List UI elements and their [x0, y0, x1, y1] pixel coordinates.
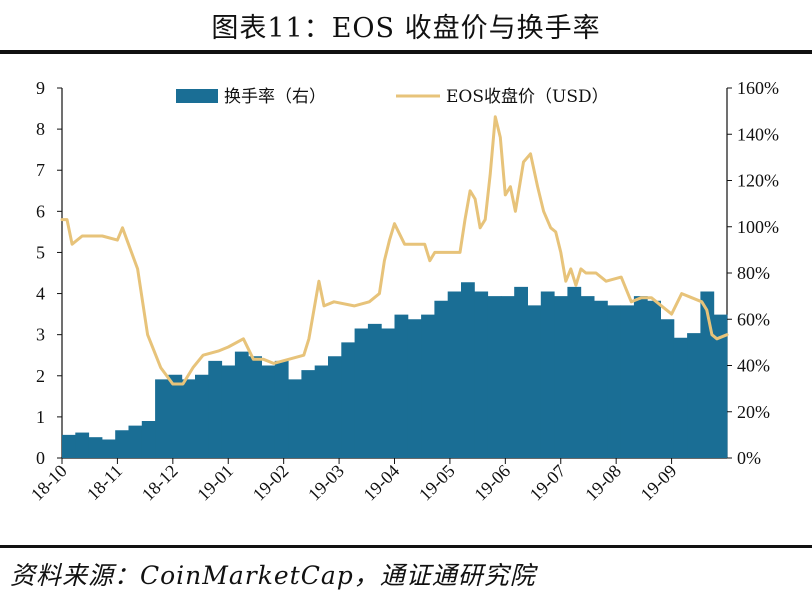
turnover-bar	[88, 437, 103, 458]
turnover-bar	[514, 286, 528, 458]
turnover-bar	[168, 374, 183, 458]
right-tick-label: 120%	[737, 171, 779, 191]
right-tick-label: 0%	[737, 448, 761, 468]
right-tick-label: 20%	[737, 402, 770, 422]
turnover-bar	[620, 305, 635, 458]
source-rule	[0, 545, 812, 548]
x-tick-label: 19-03	[304, 461, 348, 505]
x-tick-label: 18-10	[27, 461, 71, 505]
turnover-bar	[660, 319, 675, 458]
left-tick-label: 4	[36, 284, 45, 304]
right-tick-label: 140%	[737, 124, 779, 144]
left-tick-label: 5	[36, 242, 45, 262]
source-note: 资料来源：CoinMarketCap，通证通研究院	[10, 561, 536, 590]
legend-line-label: EOS收盘价（USD）	[446, 87, 609, 107]
turnover-bar	[341, 342, 356, 458]
right-tick-label: 60%	[737, 309, 770, 329]
turnover-bar	[407, 319, 422, 458]
x-tick-label: 19-04	[359, 461, 403, 505]
turnover-bar	[580, 296, 595, 458]
turnover-bar	[101, 439, 116, 458]
x-tick-label: 18-11	[83, 461, 126, 504]
turnover-bar	[75, 432, 90, 458]
turnover-bar	[713, 314, 728, 458]
turnover-bar	[673, 337, 688, 458]
x-tick-label: 19-07	[526, 461, 570, 505]
turnover-bar	[434, 300, 449, 458]
turnover-bars	[62, 282, 728, 458]
chart-title: 图表11：EOS 收盘价与换手率	[211, 13, 601, 44]
turnover-bar	[461, 282, 475, 458]
turnover-bar	[554, 296, 568, 458]
turnover-bar	[687, 333, 701, 458]
left-tick-label: 0	[36, 448, 45, 468]
turnover-bar	[527, 305, 542, 458]
turnover-bar	[487, 296, 502, 458]
title-rule	[0, 50, 812, 54]
turnover-bar	[221, 365, 236, 458]
left-axis-ticks: 0 1 2 3 4 5 6 7 8 9	[36, 78, 62, 468]
left-tick-label: 9	[36, 78, 45, 98]
turnover-bar	[208, 360, 223, 458]
turnover-bar	[248, 356, 262, 458]
legend: 换手率（右） EOS收盘价（USD）	[176, 87, 609, 107]
turnover-bar	[128, 425, 143, 458]
turnover-bar	[62, 434, 76, 458]
x-tick-label: 19-09	[637, 461, 681, 505]
x-tick-label: 19-05	[415, 461, 459, 505]
turnover-bar	[394, 314, 409, 458]
turnover-bar	[141, 421, 156, 458]
x-tick-label: 19-06	[470, 461, 514, 505]
eos-price-line	[60, 115, 729, 386]
turnover-bar	[261, 365, 276, 458]
x-tick-label: 19-01	[193, 461, 237, 505]
left-tick-label: 2	[36, 366, 45, 386]
turnover-bar	[195, 374, 209, 458]
turnover-bar	[633, 296, 648, 458]
turnover-bar	[647, 300, 661, 458]
turnover-bar	[115, 430, 129, 458]
turnover-bar	[540, 291, 555, 458]
turnover-bar	[314, 365, 329, 458]
turnover-bar	[447, 291, 462, 458]
turnover-bar	[328, 356, 342, 458]
x-tick-label: 19-02	[249, 461, 293, 505]
legend-bar-label: 换手率（右）	[224, 87, 326, 107]
right-tick-label: 100%	[737, 217, 779, 237]
turnover-bar	[474, 291, 489, 458]
turnover-bar	[594, 300, 608, 458]
turnover-bar	[181, 379, 196, 458]
x-axis-ticks: 18-10 18-11 18-12 19-01 19-02 19-03 19-04 19-05…	[27, 458, 680, 505]
turnover-bar	[421, 314, 435, 458]
turnover-bar	[354, 328, 369, 458]
turnover-bar	[567, 286, 582, 458]
left-tick-label: 3	[36, 325, 45, 345]
right-axis-ticks: 0% 20% 40% 60% 80% 100% 120% 140% 160%	[727, 78, 779, 468]
x-tick-label: 19-08	[581, 461, 625, 505]
turnover-bar	[155, 379, 169, 458]
left-tick-label: 1	[36, 407, 45, 427]
right-tick-label: 160%	[737, 78, 779, 98]
turnover-bar	[234, 351, 249, 458]
right-tick-label: 40%	[737, 356, 770, 376]
turnover-bar	[607, 305, 622, 458]
left-tick-label: 8	[36, 119, 45, 139]
legend-bar-swatch	[176, 89, 218, 103]
left-tick-label: 6	[36, 201, 45, 221]
turnover-bar	[288, 379, 302, 458]
turnover-bar	[367, 323, 382, 458]
turnover-bar	[381, 328, 395, 458]
right-tick-label: 80%	[737, 263, 770, 283]
x-tick-label: 18-12	[138, 461, 182, 505]
turnover-bar	[500, 296, 515, 458]
turnover-bar	[301, 370, 316, 458]
turnover-bar	[274, 360, 289, 458]
left-tick-label: 7	[36, 160, 45, 180]
